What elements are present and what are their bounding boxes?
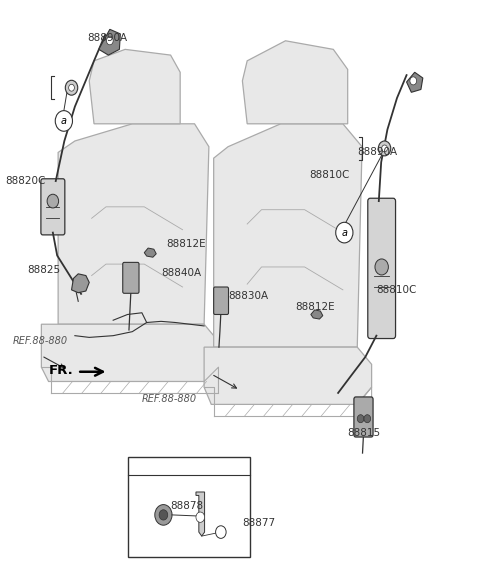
Text: 88825: 88825 [27, 265, 60, 275]
Text: 88890A: 88890A [357, 148, 397, 157]
Text: 88878: 88878 [170, 501, 204, 511]
FancyBboxPatch shape [354, 397, 373, 437]
FancyBboxPatch shape [123, 262, 139, 293]
Polygon shape [99, 29, 120, 55]
Polygon shape [214, 124, 362, 347]
Text: 88890A: 88890A [87, 33, 127, 43]
Text: 88815: 88815 [348, 428, 381, 438]
Polygon shape [58, 124, 209, 324]
Circle shape [196, 512, 204, 522]
Circle shape [336, 222, 353, 243]
Polygon shape [196, 492, 204, 536]
Polygon shape [311, 310, 323, 319]
Circle shape [155, 505, 172, 525]
Circle shape [357, 414, 364, 422]
Polygon shape [89, 49, 180, 124]
Circle shape [216, 526, 226, 538]
Circle shape [107, 37, 113, 45]
Text: a: a [341, 228, 348, 238]
Text: a: a [136, 461, 143, 471]
Text: 88877: 88877 [242, 518, 276, 528]
Circle shape [47, 194, 59, 208]
Text: FR.: FR. [48, 363, 73, 377]
Bar [128, 457, 250, 557]
Text: REF.88-880: REF.88-880 [12, 336, 68, 346]
Circle shape [364, 414, 371, 422]
Text: 88812E: 88812E [166, 239, 205, 249]
FancyBboxPatch shape [368, 198, 396, 339]
Text: 88812E: 88812E [295, 302, 335, 312]
Text: a: a [61, 116, 67, 126]
FancyBboxPatch shape [41, 179, 65, 235]
Circle shape [375, 259, 388, 275]
Text: 88820C: 88820C [5, 176, 46, 186]
Polygon shape [41, 324, 218, 382]
Polygon shape [72, 274, 89, 293]
Text: REF.88-880: REF.88-880 [142, 394, 197, 404]
Polygon shape [204, 347, 372, 405]
Text: 88810C: 88810C [310, 170, 350, 180]
Polygon shape [407, 72, 423, 92]
FancyBboxPatch shape [214, 287, 228, 315]
Text: 88840A: 88840A [161, 267, 201, 278]
Circle shape [159, 510, 168, 520]
Circle shape [133, 459, 146, 474]
Text: 88830A: 88830A [228, 290, 268, 301]
Circle shape [65, 80, 78, 95]
Polygon shape [144, 248, 156, 257]
Circle shape [410, 77, 417, 85]
Circle shape [382, 145, 387, 152]
Text: 88810C: 88810C [376, 285, 417, 295]
Polygon shape [242, 41, 348, 124]
Circle shape [55, 111, 72, 131]
Circle shape [69, 84, 74, 91]
Circle shape [378, 141, 391, 156]
